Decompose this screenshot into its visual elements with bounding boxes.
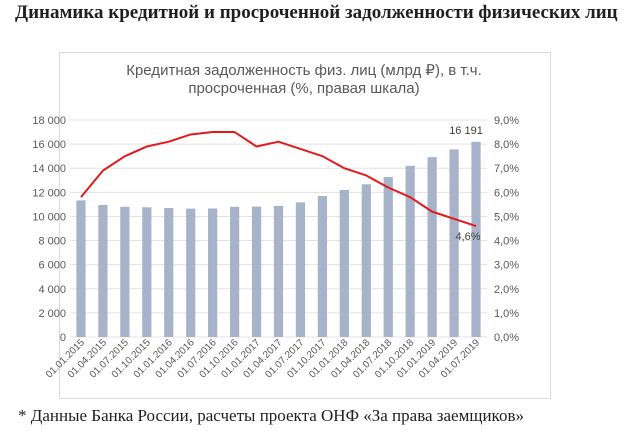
bar bbox=[361, 184, 371, 337]
left-axis-tick-label: 12 000 bbox=[32, 187, 66, 199]
left-axis-tick-label: 16 000 bbox=[32, 139, 66, 151]
bar bbox=[208, 208, 218, 337]
right-axis-tick-label: 6,0% bbox=[494, 187, 519, 199]
chart-title-line-2: просроченная (%, правая шкала) bbox=[188, 80, 420, 97]
left-axis-tick-label: 4 000 bbox=[38, 284, 66, 296]
bar bbox=[273, 205, 284, 337]
chart-title-line-1: Кредитная задолженность физ. лиц (млрд ₽… bbox=[126, 62, 482, 79]
bar bbox=[471, 141, 481, 337]
bar bbox=[98, 204, 108, 337]
bar bbox=[186, 208, 196, 337]
bar bbox=[229, 206, 240, 337]
left-axis-tick-label: 8 000 bbox=[38, 236, 66, 248]
bar bbox=[405, 165, 415, 337]
right-axis-tick-label: 2,0% bbox=[494, 284, 519, 296]
left-axis-tick-label: 2 000 bbox=[38, 308, 66, 320]
bar bbox=[120, 206, 130, 337]
bar bbox=[383, 177, 393, 337]
right-axis-tick-label: 1,0% bbox=[494, 308, 519, 320]
right-axis-tick-label: 4,0% bbox=[494, 236, 519, 248]
left-axis-tick-label: 0 bbox=[60, 332, 66, 344]
right-axis-tick-label: 9,0% bbox=[494, 115, 519, 127]
right-axis-tick-label: 8,0% bbox=[494, 139, 519, 151]
bar bbox=[427, 157, 437, 337]
bar bbox=[76, 200, 86, 337]
bar bbox=[295, 202, 306, 337]
right-axis-tick-label: 3,0% bbox=[494, 260, 519, 272]
data-label: 4,6% bbox=[455, 231, 480, 243]
left-axis-tick-label: 10 000 bbox=[32, 211, 66, 223]
right-axis-tick-label: 7,0% bbox=[494, 163, 519, 175]
bar bbox=[164, 208, 174, 337]
right-axis-tick-label: 0,0% bbox=[494, 332, 519, 344]
bar bbox=[317, 195, 328, 337]
bar bbox=[449, 149, 459, 337]
line-series bbox=[80, 131, 477, 228]
bar bbox=[339, 189, 349, 337]
chart-title: Кредитная задолженность физ. лиц (млрд ₽… bbox=[59, 62, 549, 98]
left-axis-tick-label: 6 000 bbox=[38, 260, 66, 272]
footnote: * Данные Банка России, расчеты проекта О… bbox=[18, 406, 524, 425]
page-heading: Динамика кредитной и просроченной задолж… bbox=[15, 2, 618, 23]
bar bbox=[142, 207, 152, 337]
left-axis-tick-label: 14 000 bbox=[32, 163, 66, 175]
right-axis-tick-label: 5,0% bbox=[494, 211, 519, 223]
data-label: 16 191 bbox=[449, 125, 483, 137]
left-axis-tick-label: 18 000 bbox=[32, 115, 66, 127]
bar bbox=[251, 206, 262, 337]
